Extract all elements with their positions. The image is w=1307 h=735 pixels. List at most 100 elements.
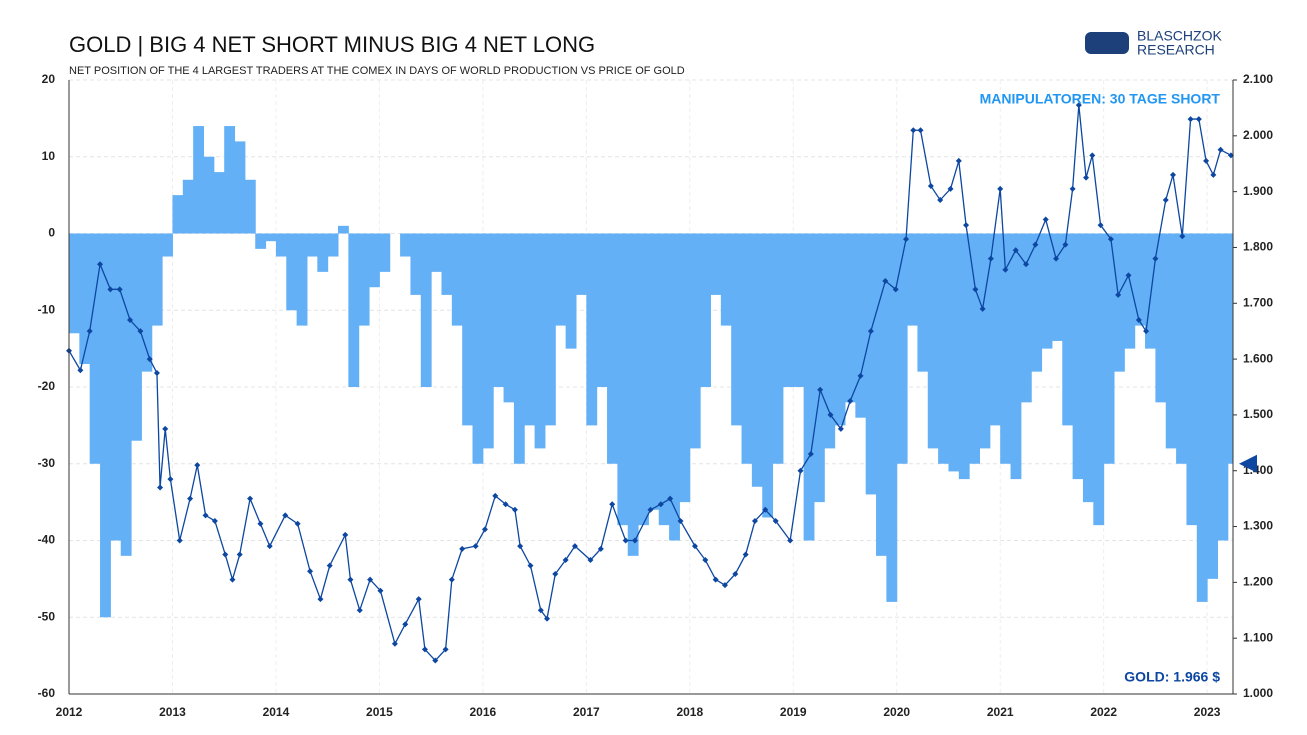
bar [1207, 233, 1218, 579]
price-marker [552, 570, 559, 577]
bar [503, 233, 515, 403]
bar [813, 233, 825, 503]
last-value-marker [1239, 454, 1257, 473]
price-marker [257, 520, 264, 527]
price-marker [167, 476, 174, 483]
bar [224, 126, 236, 234]
price-marker [236, 551, 243, 558]
y2-tick-label: 2.100 [1243, 72, 1273, 86]
price-marker [502, 501, 509, 508]
bar [834, 233, 846, 426]
bar [700, 233, 711, 387]
x-tick-label: 2020 [883, 705, 910, 719]
price-marker [702, 557, 709, 564]
x-tick-label: 2023 [1194, 705, 1221, 719]
plot-area: -60 -50 -40 -30 -20 -10 0 10 20 1.000 1.100 1.200 1.… [38, 72, 1274, 719]
bar [431, 233, 442, 272]
bar [1165, 233, 1177, 449]
price-marker [751, 517, 758, 524]
price-marker [927, 183, 934, 190]
price-marker [772, 517, 779, 524]
bar [1020, 233, 1032, 403]
x-tick-label: 2017 [573, 705, 600, 719]
price-marker [544, 615, 551, 622]
price-marker [1195, 116, 1202, 123]
price-marker [459, 545, 466, 552]
bar [772, 233, 784, 464]
price-marker [157, 484, 164, 491]
x-tick-label: 2013 [159, 705, 186, 719]
price-marker [732, 570, 739, 577]
bar [679, 233, 691, 503]
price-marker [356, 607, 363, 614]
price-marker [903, 236, 910, 243]
chart-subtitle: NET POSITION OF THE 4 LARGEST TRADERS AT… [69, 65, 685, 77]
price-marker [137, 328, 144, 335]
bar [1155, 233, 1167, 403]
y-tick-label: -30 [38, 456, 56, 470]
bar [710, 233, 722, 295]
price-marker [294, 520, 301, 527]
y2-tick-label: 1.900 [1243, 184, 1273, 198]
price-marker [1089, 152, 1096, 159]
price-marker [1115, 291, 1122, 298]
bar [379, 233, 391, 272]
price-marker [1062, 241, 1069, 248]
annotation: MANIPULATOREN: 30 TAGE SHORT [980, 91, 1221, 107]
price-marker [1169, 171, 1176, 178]
logo: BLASCHZOK RESEARCH [1085, 28, 1222, 58]
price-marker [1053, 255, 1060, 262]
x-tick-label: 2012 [56, 705, 83, 719]
bar [482, 233, 494, 449]
bar [534, 233, 546, 449]
price-marker [797, 467, 804, 474]
bar [958, 233, 970, 480]
price-marker [817, 386, 824, 393]
price-marker [432, 657, 439, 664]
price-marker [892, 286, 899, 293]
y-tick-label: -20 [38, 379, 56, 393]
price-marker [391, 640, 398, 647]
bar [948, 233, 960, 472]
y2-tick-label: 1.800 [1243, 240, 1273, 254]
bar [824, 233, 836, 449]
y-tick-label: -40 [38, 533, 56, 547]
price-marker [86, 328, 93, 335]
bar [69, 233, 80, 334]
bar [1134, 233, 1146, 326]
bar [803, 233, 815, 541]
price-marker [807, 450, 814, 457]
price-marker [415, 596, 422, 603]
bar [400, 233, 411, 257]
x-tick-label: 2014 [263, 705, 290, 719]
bar [296, 233, 308, 326]
bar [617, 233, 629, 526]
bar [131, 233, 142, 441]
price-marker [511, 506, 518, 513]
price-marker [481, 526, 488, 533]
price-marker [1097, 222, 1104, 229]
bar [876, 233, 887, 556]
bar [544, 233, 556, 426]
price-marker [1083, 174, 1090, 181]
bar [565, 233, 577, 349]
price-marker [307, 568, 314, 575]
y-tick-label: -60 [38, 686, 56, 700]
bar [896, 233, 908, 464]
x-tick-label: 2019 [780, 705, 807, 719]
price-marker [1162, 197, 1169, 204]
bar [1093, 233, 1105, 526]
bar [151, 233, 163, 326]
price-marker [657, 501, 664, 508]
price-marker [837, 425, 844, 432]
x-tick-label: 2018 [676, 705, 703, 719]
bar [927, 233, 939, 449]
bar [865, 233, 877, 495]
price-marker [1187, 116, 1194, 123]
bar [1072, 233, 1084, 480]
price-marker [194, 462, 201, 469]
bar [317, 233, 329, 272]
price-marker [1210, 171, 1217, 178]
logo-text: RESEARCH [1137, 42, 1215, 58]
